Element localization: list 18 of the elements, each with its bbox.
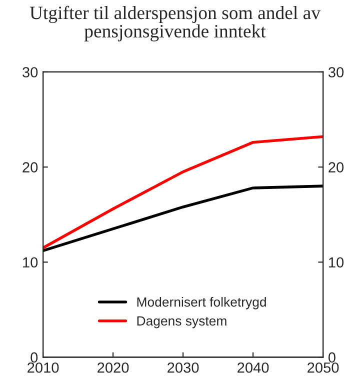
x-tick-label: 2040	[238, 362, 269, 373]
y-tick-label: 30	[22, 67, 38, 78]
y-tick-label: 20	[22, 162, 38, 172]
x-tick-label: 2010	[28, 362, 59, 373]
x-tick-label: 2020	[98, 362, 129, 373]
y2-tick-label: 20	[328, 162, 344, 172]
y2-tick-label: 0	[328, 352, 336, 363]
line-series	[43, 135, 324, 250]
chart-title: Utgifter til alderspensjon som andel av pensjonsgivende inntekt	[30, 6, 321, 42]
legend-label: Modernisert folketrygd	[137, 297, 266, 310]
x-tick-label: 2050	[308, 362, 339, 373]
line-series	[43, 184, 324, 252]
y-tick-label: 10	[23, 257, 38, 268]
legend-label: Dagens system	[137, 316, 226, 328]
y2-tick-label: 10	[329, 257, 344, 268]
y-tick-label: 0	[30, 352, 38, 363]
x-tick-label: 2030	[168, 362, 199, 373]
y2-tick-label: 30	[328, 67, 344, 78]
